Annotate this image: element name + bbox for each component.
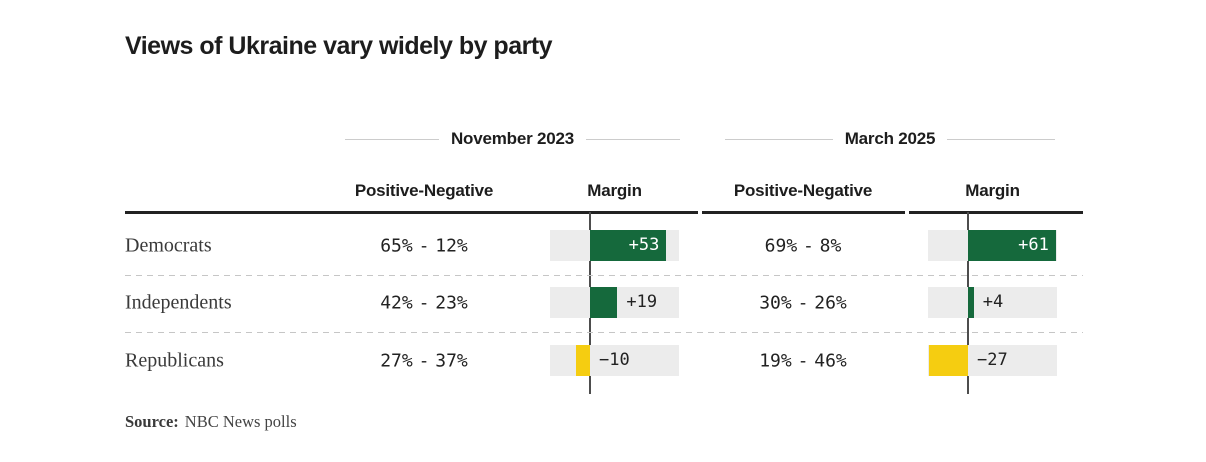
posneg-value-mar: 69% - 8%	[764, 235, 842, 257]
column-header-positive-negative-nov: Positive-Negative	[354, 181, 494, 200]
party-label: Democrats	[125, 234, 212, 257]
period-divider-line	[725, 138, 833, 140]
margin-track-nov: −10	[550, 345, 679, 376]
period-divider-line	[345, 138, 439, 140]
margin-track-mar: −27	[928, 345, 1057, 376]
source-text: NBC News polls	[184, 412, 297, 431]
source-label: Source:	[125, 412, 179, 431]
margin-bar	[575, 345, 590, 376]
table-row-republicans: Republicans 27% - 37% −10 19% - 46% −27	[0, 332, 1206, 390]
period-header-november-2023: November 2023	[345, 127, 680, 151]
period-label: March 2025	[844, 129, 936, 148]
party-label: Republicans	[125, 349, 224, 372]
column-header-margin-nov: Margin	[587, 181, 642, 200]
table-top-rule-segment	[125, 211, 698, 214]
margin-bar	[590, 230, 667, 261]
margin-value-label: +61	[1018, 235, 1049, 255]
party-label: Independents	[125, 291, 232, 314]
margin-track-nov: +53	[550, 230, 679, 261]
posneg-value-mar: 19% - 46%	[759, 350, 847, 372]
posneg-value-mar: 30% - 26%	[759, 292, 847, 314]
table-row-democrats: Democrats 65% - 12% +53 69% - 8% +61	[0, 217, 1206, 275]
margin-track-mar: +4	[928, 287, 1057, 318]
column-header-margin-mar: Margin	[965, 181, 1020, 200]
period-header-march-2025: March 2025	[725, 127, 1055, 151]
table-top-rule-segment	[702, 211, 905, 214]
margin-bar	[590, 287, 618, 318]
margin-bar	[968, 230, 1056, 261]
margin-value-label: −27	[977, 350, 1008, 370]
period-label: November 2023	[450, 129, 575, 148]
margin-bar	[968, 287, 974, 318]
posneg-value-nov: 65% - 12%	[380, 235, 468, 257]
period-divider-line	[586, 138, 680, 140]
row-separator-dashed	[125, 332, 1083, 333]
posneg-value-nov: 42% - 23%	[380, 292, 468, 314]
margin-bar	[929, 345, 968, 376]
table-top-rule-segment	[909, 211, 1083, 214]
table-row-independents: Independents 42% - 23% +19 30% - 26% +4	[0, 274, 1206, 332]
margin-value-label: +53	[628, 235, 660, 255]
margin-track-mar: +61	[928, 230, 1057, 261]
row-separator-dashed	[125, 275, 1083, 276]
margin-track-nov: +19	[550, 287, 679, 318]
margin-value-label: +4	[982, 292, 1004, 312]
chart-title: Views of Ukraine vary widely by party	[125, 32, 553, 60]
period-divider-line	[947, 138, 1055, 140]
margin-value-label: +19	[626, 292, 658, 312]
posneg-value-nov: 27% - 37%	[380, 350, 468, 372]
column-header-positive-negative-mar: Positive-Negative	[733, 181, 873, 200]
margin-value-label: −10	[599, 350, 630, 370]
source-line: Source: NBC News polls	[125, 412, 297, 432]
